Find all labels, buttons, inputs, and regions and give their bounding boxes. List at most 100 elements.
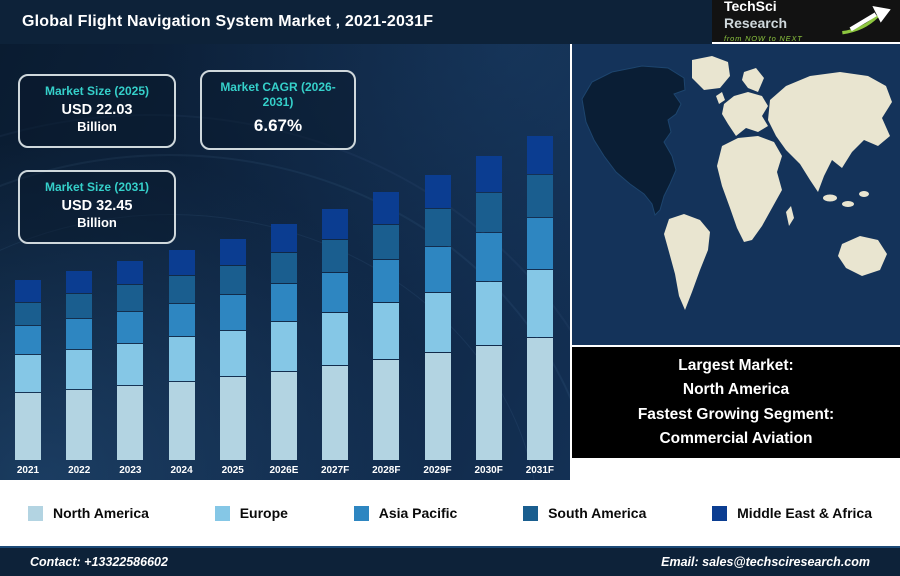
bar-segment-north-america [322,366,349,460]
bar-segment-north-america [15,393,41,460]
stat-value: 6.67% [253,116,303,135]
legend-item-north-america: North America [28,505,149,521]
x-axis-label: 2031F [525,465,555,476]
greenland-shape [692,56,730,90]
bar-segment-south-america [322,239,349,272]
bar-column-2026E: 2026E [268,224,300,476]
uk-shape [716,92,725,104]
page-title: Global Flight Navigation System Market ,… [22,13,434,30]
bar-segment-asia-pacific [219,295,246,330]
stat-label: Market CAGR (2026-2031) [220,80,336,109]
bar-segment-north-america [373,359,400,460]
bar-segment-north-america [526,338,553,460]
bar-column-2028F: 2028F [370,192,402,476]
stacked-bar [270,224,297,460]
legend-swatch [353,505,369,521]
bar-segment-south-america [475,193,502,232]
bar-column-2029F: 2029F [422,174,454,476]
stat-unit: Billion [77,119,117,134]
stacked-bar [168,249,195,460]
logo-tagline: from NOW to NEXT [724,33,803,43]
bar-segment-asia-pacific [424,247,451,293]
southeast-asia-island [823,194,837,202]
bar-segment-asia-pacific [373,260,400,303]
market-cagr-card: Market CAGR (2026-2031) 6.67% [200,70,356,150]
logo-brand-primary: TechSci [724,0,777,15]
bar-segment-south-america [15,302,41,326]
bar-segment-asia-pacific [168,303,195,337]
stacked-bar-chart: 2021 2022 2023 2024 2025 2026E 2027F 2028F 2029F… [12,135,556,476]
bar-segment-asia-pacific [15,326,41,355]
bar-segment-south-america [168,275,195,303]
bar-segment-asia-pacific [117,311,144,343]
bar-segment-europe [373,303,400,359]
x-axis-label: 2029F [423,465,452,476]
bar-column-2031F: 2031F [524,135,556,476]
bar-segment-asia-pacific [66,318,93,349]
stacked-bar [66,270,93,460]
x-axis-label: 2027F [320,465,350,476]
bar-segment-south-america [373,224,400,260]
chart-panel: Market Size (2025) USD 22.03 Billion Mar… [0,44,570,480]
bar-segment-middle-east-africa [219,238,246,265]
bar-segment-europe [270,322,297,371]
bar-column-2023: 2023 [114,260,146,476]
bar-segment-south-america [219,265,246,295]
legend-swatch [523,505,539,521]
bar-segment-europe [219,330,246,377]
stat-label: Market Size (2025) [44,84,150,98]
stacked-bar [475,156,502,460]
africa-shape [717,136,782,242]
legend-swatch [28,505,43,521]
x-axis-label: 2021 [16,465,40,476]
bar-segment-south-america [117,285,144,311]
market-size-2025-card: Market Size (2025) USD 22.03 Billion [18,74,176,148]
chart-legend: North America Europe Asia Pacific South Ame… [0,480,900,546]
australia-shape [838,236,887,276]
legend-label: North America [53,505,149,521]
bar-column-2027F: 2027F [319,208,351,476]
bar-segment-middle-east-africa [322,208,349,239]
legend-label: Europe [239,505,288,521]
bar-segment-europe [526,270,553,338]
bar-segment-middle-east-africa [117,260,144,285]
southeast-asia-island [859,191,869,197]
bar-segment-europe [322,313,349,365]
legend-item-south-america: South America [523,505,646,521]
bar-segment-north-america [117,385,144,460]
bar-segment-middle-east-africa [66,270,93,293]
x-axis-label: 2025 [221,465,244,476]
bar-segment-asia-pacific [475,233,502,281]
bar-segment-middle-east-africa [424,174,451,209]
bar-segment-middle-east-africa [373,192,400,224]
bar-segment-middle-east-africa [168,249,195,275]
southeast-asia-island [842,201,854,207]
stacked-bar [373,192,400,460]
footer-bar: Contact: +13322586602 Email: sales@techs… [0,546,900,576]
legend-swatch [712,505,728,521]
bar-segment-north-america [475,346,502,460]
legend-item-europe: Europe [214,505,288,521]
bar-segment-europe [66,349,93,389]
fastest-segment-value: Commercial Aviation [659,429,813,447]
x-axis-label: 2028F [372,465,401,476]
bar-segment-asia-pacific [526,217,553,270]
bar-segment-asia-pacific [270,284,297,322]
bar-segment-north-america [270,372,297,460]
bar-segment-asia-pacific [322,272,349,313]
bar-segment-europe [424,293,451,353]
x-axis-label: 2030F [474,465,503,476]
bar-segment-middle-east-africa [270,224,297,253]
stacked-bar [117,260,144,460]
x-axis-label: 2026E [269,465,299,476]
contact-phone: Contact: +13322586602 [30,555,168,569]
legend-item-middle-east-africa: Middle East & Africa [712,505,872,521]
bar-segment-europe [117,343,144,385]
bar-segment-europe [475,282,502,345]
stat-unit: Billion [77,215,117,230]
bar-column-2021: 2021 [12,280,44,476]
legend-label: Asia Pacific [378,505,458,521]
x-axis-label: 2024 [170,465,193,476]
bar-segment-north-america [66,389,93,460]
